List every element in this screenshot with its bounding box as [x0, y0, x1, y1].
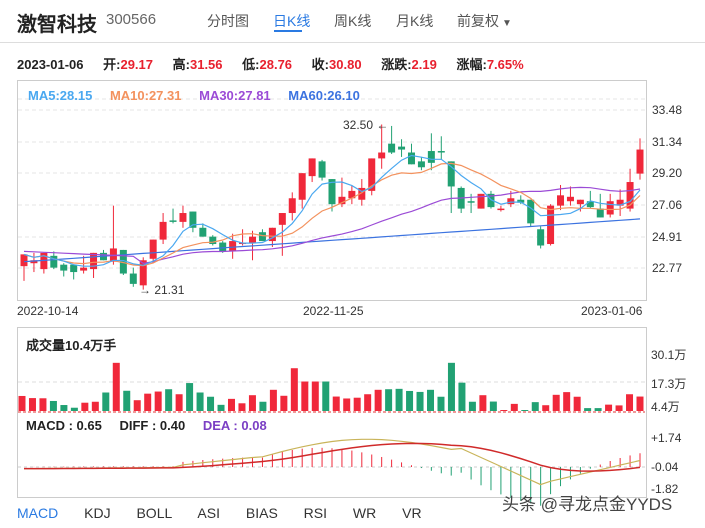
date-tick: 2023-01-06 — [581, 304, 643, 318]
price-tick: 33.48 — [652, 103, 683, 117]
change-value: 2.19 — [411, 57, 437, 72]
pct-value: 7.65% — [486, 57, 524, 72]
adjust-dropdown[interactable]: 前复权 ▼ — [457, 11, 512, 31]
header: 激智科技 300566 分时图 日K线 周K线 月K线 前复权 ▼ — [0, 0, 705, 43]
diff-value: DIFF : 0.40 — [119, 418, 186, 433]
ma10-label: MA10:27.31 — [109, 88, 182, 103]
adjust-dropdown-label: 前复权 — [457, 13, 499, 29]
low-marker: → 21.31 — [139, 283, 185, 297]
price-tick: 22.77 — [652, 261, 683, 275]
macd-legend: MACD : 0.65 DIFF : 0.40 DEA : 0.08 — [26, 418, 281, 433]
ma30-label: MA30:27.81 — [199, 88, 271, 103]
watermark: 头条 @寻龙点金YYDS — [502, 495, 673, 514]
dea-value: DEA : 0.08 — [202, 418, 267, 433]
low-label: 低: — [242, 57, 260, 72]
chevron-down-icon: ▼ — [502, 18, 512, 29]
indicator-tab-kdj[interactable]: KDJ — [84, 505, 111, 521]
indicator-tabs: MACD KDJ BOLL ASI BIAS RSI WR VR — [17, 505, 444, 521]
tab-monthly-k[interactable]: 月K线 — [396, 13, 434, 29]
low-value: 28.76 — [259, 57, 293, 72]
open-value: 29.17 — [120, 57, 154, 72]
indicator-tab-vr[interactable]: VR — [402, 505, 422, 521]
indicator-tab-wr[interactable]: WR — [352, 505, 377, 521]
indicator-tab-asi[interactable]: ASI — [197, 505, 220, 521]
indicator-tab-boll[interactable]: BOLL — [136, 505, 173, 521]
indicator-tab-rsi[interactable]: RSI — [303, 505, 328, 521]
date-tick: 2022-11-25 — [303, 304, 364, 318]
macd-tick: +1.74 — [651, 431, 682, 445]
indicator-tab-bias[interactable]: BIAS — [245, 505, 278, 521]
macd-value: MACD : 0.65 — [26, 418, 102, 433]
price-tick: 29.20 — [652, 166, 683, 180]
high-marker: 32.50 ← — [343, 118, 389, 132]
high-value: 31.56 — [189, 57, 223, 72]
quote-date: 2023-01-06 — [17, 57, 84, 72]
volume-tick: 4.4万 — [651, 400, 680, 414]
tab-intraday[interactable]: 分时图 — [207, 13, 249, 29]
tab-weekly-k[interactable]: 周K线 — [334, 13, 372, 29]
volume-title: 成交量10.4万手 — [26, 338, 117, 353]
pct-label: 涨幅: — [456, 57, 487, 72]
change-label: 涨跌: — [381, 57, 412, 72]
price-tick: 31.34 — [652, 135, 683, 149]
volume-macd-panel[interactable] — [17, 327, 647, 498]
high-label: 高: — [172, 57, 190, 72]
date-tick: 2022-10-14 — [17, 304, 79, 318]
close-value: 30.80 — [329, 57, 362, 72]
ma5-label: MA5:28.15 — [28, 88, 93, 103]
price-tick: 27.06 — [652, 198, 683, 212]
macd-tick: -1.82 — [651, 482, 679, 496]
volume-tick: 17.3万 — [651, 377, 687, 391]
stock-code: 300566 — [106, 11, 157, 28]
stock-name: 激智科技 — [17, 14, 97, 36]
active-tab-indicator — [274, 30, 302, 32]
ma-legend: MA5:28.15 MA10:27.31 MA30:27.81 MA60:26.… — [28, 88, 374, 103]
tab-daily-k[interactable]: 日K线 — [273, 13, 311, 29]
macd-tick: -0.04 — [651, 460, 679, 474]
quote-bar: 2023-01-06 开:29.17 高:31.56 低:28.76 收:30.… — [17, 54, 524, 73]
close-label: 收: — [311, 57, 330, 72]
open-label: 开: — [103, 57, 121, 72]
price-tick: 24.91 — [652, 230, 683, 244]
volume-tick: 30.1万 — [651, 348, 687, 362]
indicator-tab-macd[interactable]: MACD — [17, 505, 59, 521]
ma60-label: MA60:26.10 — [288, 88, 360, 103]
